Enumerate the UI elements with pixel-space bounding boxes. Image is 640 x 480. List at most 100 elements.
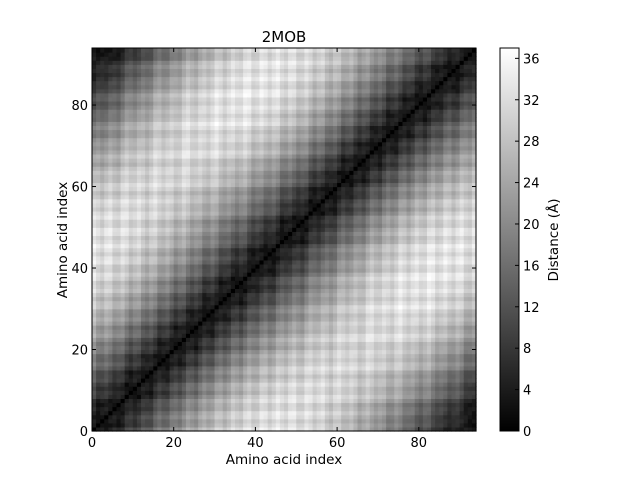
heatmap-cell [120,280,126,285]
heatmap-cell [96,186,101,192]
heatmap-cell [279,166,285,171]
heatmap-cell [251,382,257,387]
heatmap-cell [284,300,289,306]
heatmap-cell [173,52,179,57]
heatmap-cell [153,121,158,127]
heatmap-cell [251,52,257,57]
heatmap-cell [288,378,293,383]
heatmap-cell [173,219,179,224]
heatmap-cell [206,365,212,371]
heatmap-cell [271,227,277,232]
heatmap-cell [108,280,114,285]
heatmap-cell [136,198,142,204]
heatmap-cell [292,56,297,61]
heatmap-cell [141,312,146,318]
heatmap-cell [296,288,301,294]
heatmap-cell [153,255,158,261]
heatmap-cell [296,243,301,249]
heatmap-cell [263,68,269,74]
heatmap-cell [275,162,281,167]
heatmap-cell [218,84,224,90]
heatmap-cell [202,361,207,367]
heatmap-cell [157,92,163,98]
heatmap-cell [292,292,297,298]
heatmap-cell [128,235,134,241]
heatmap-cell [157,422,163,428]
heatmap-cell [210,100,216,106]
heatmap-cell [202,378,207,383]
heatmap-cell [275,418,281,424]
heatmap-cell [92,166,97,171]
heatmap-cell [304,357,310,363]
heatmap-cell [202,182,207,188]
heatmap-cell [304,137,310,143]
heatmap-cell [206,320,212,326]
heatmap-cell [153,276,158,281]
heatmap-cell [100,422,105,428]
heatmap-cell [222,84,228,90]
heatmap-cell [230,373,236,379]
heatmap-cell [304,382,310,387]
heatmap-cell [304,337,310,342]
heatmap-cell [149,210,154,216]
heatmap-cell [271,382,277,387]
heatmap-cell [194,382,199,387]
heatmap-cell [108,215,114,220]
heatmap-cell [108,259,114,265]
heatmap-cell [263,329,269,334]
heatmap-cell [198,300,203,306]
heatmap-cell [190,56,195,61]
heatmap-cell [120,414,126,420]
heatmap-cell [112,422,118,428]
heatmap-cell [271,398,277,404]
heatmap-cell [185,231,191,237]
heatmap-cell [222,276,228,281]
heatmap-cell [267,64,273,69]
heatmap-cell [259,96,265,102]
heatmap-cell [157,288,163,294]
heatmap-cell [222,361,228,367]
heatmap-cell [243,48,248,53]
heatmap-cell [267,337,273,342]
heatmap-cell [157,369,163,375]
heatmap-cell [132,414,138,420]
heatmap-cell [112,418,118,424]
heatmap-cell [104,308,109,314]
heatmap-cell [239,276,244,281]
heatmap-cell [247,68,252,74]
heatmap-cell [169,247,175,253]
heatmap-cell [292,414,297,420]
heatmap-cell [104,92,109,98]
heatmap-cell [275,72,281,78]
heatmap-cell [132,145,138,151]
heatmap-cell [145,210,150,216]
heatmap-cell [194,373,199,379]
heatmap-cell [230,105,236,110]
heatmap-cell [104,390,109,395]
heatmap-cell [255,206,261,212]
heatmap-cell [218,125,224,131]
heatmap-cell [116,80,122,86]
heatmap-cell [136,410,142,416]
heatmap-cell [247,316,252,322]
heatmap-cell [292,255,297,261]
heatmap-cell [222,349,228,355]
heatmap-cell [124,312,130,318]
heatmap-cell [198,365,203,371]
heatmap-cell [271,56,277,61]
heatmap-cell [112,227,118,232]
heatmap-cell [247,105,252,110]
heatmap-cell [141,113,146,118]
heatmap-cell [190,418,195,424]
heatmap-cell [165,288,171,294]
heatmap-cell [226,276,232,281]
heatmap-cell [141,308,146,314]
heatmap-cell [116,125,122,131]
heatmap-cell [226,390,232,395]
heatmap-cell [222,235,228,241]
heatmap-cell [300,369,306,375]
heatmap-cell [243,382,248,387]
heatmap-cell [292,125,297,131]
heatmap-cell [218,353,224,359]
heatmap-cell [210,231,216,237]
